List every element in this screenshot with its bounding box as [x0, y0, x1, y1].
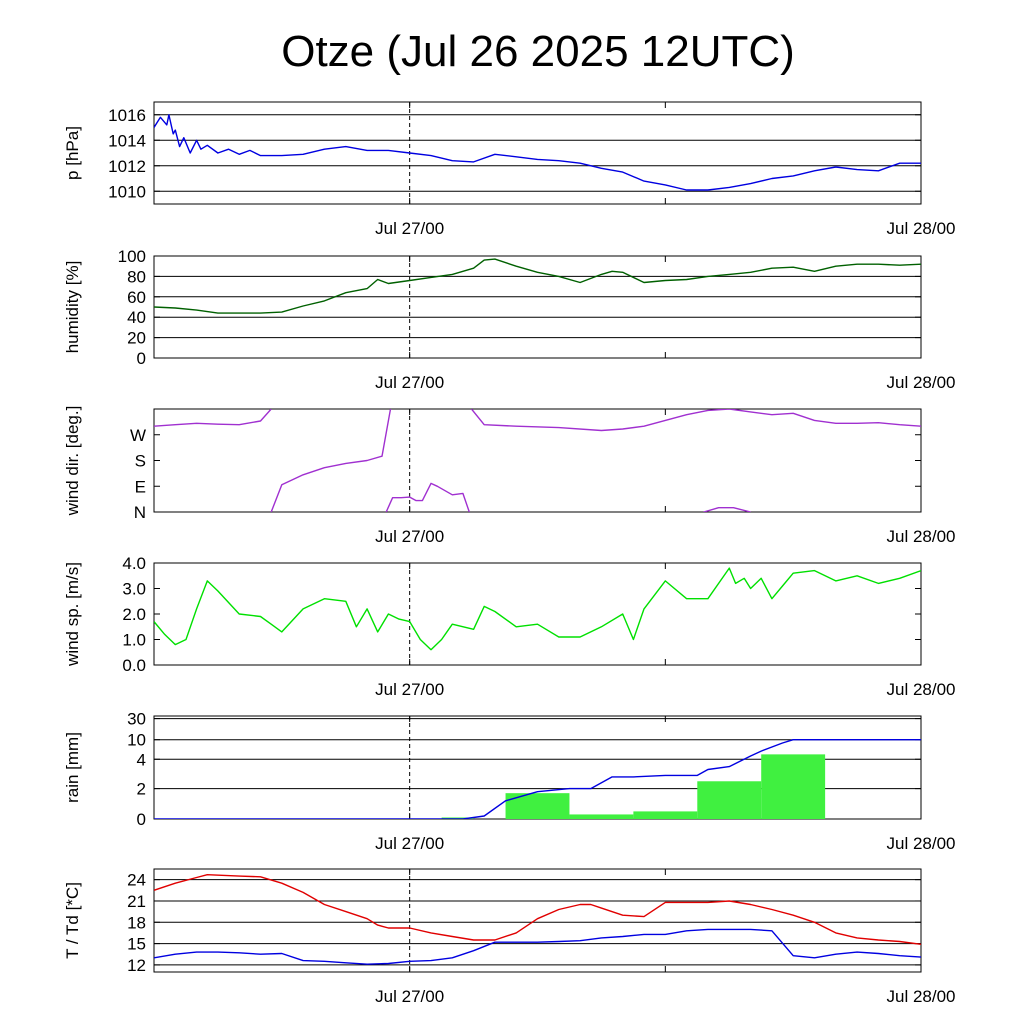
- y-tick-label: E: [135, 477, 146, 496]
- rain-bar: [569, 814, 634, 819]
- y-tick-label: 1012: [108, 157, 146, 176]
- plot-frame: [153, 101, 922, 205]
- y-tick-label: 2: [137, 780, 146, 799]
- plot-frame: [153, 868, 922, 973]
- y-tick-label: 24: [127, 871, 146, 890]
- y-tick-label: 10: [127, 731, 146, 750]
- y-tick-label: 3.0: [122, 580, 146, 599]
- y-tick-label: 4: [137, 750, 146, 769]
- y-tick-label: 12: [127, 956, 146, 975]
- y-tick-label: 1.0: [122, 631, 146, 650]
- rain-bar: [505, 793, 570, 819]
- plot-frame: [153, 562, 922, 666]
- y-tick-label: S: [135, 452, 146, 471]
- series-line-3: [470, 409, 921, 432]
- rain-bar: [441, 817, 474, 819]
- series-line-2: [385, 482, 470, 512]
- y-tick-label: 30: [127, 710, 146, 729]
- plot-frame: [153, 255, 922, 359]
- y-axis-label: humidity [%]: [63, 261, 82, 354]
- y-tick-label: 15: [127, 935, 146, 954]
- series-line-0: [154, 739, 921, 819]
- data-layer: [154, 114, 921, 191]
- panel-0: 1010 1012 1014 1016 Jul 27/00 Jul 28/00 p [hPa…: [63, 101, 956, 238]
- series-line-0: [154, 114, 921, 191]
- x-tick-label: Jul 27/00: [375, 219, 444, 238]
- series-line-0: [154, 409, 272, 427]
- panel-4: 0 2 410 30 Jul 27/00 Jul 28/00 rain [mm]: [63, 710, 956, 853]
- series-line-0: [154, 258, 921, 314]
- x-tick-label: Jul 28/00: [887, 987, 956, 1006]
- rain-bar: [761, 754, 826, 819]
- y-axis-label: wind sp. [m/s]: [63, 562, 82, 667]
- y-tick-label: W: [130, 426, 146, 445]
- y-tick-label: 2.0: [122, 605, 146, 624]
- series-line-4: [703, 507, 751, 512]
- series-line-0: [154, 567, 921, 651]
- x-tick-label: Jul 27/00: [375, 680, 444, 699]
- series-line-1: [154, 928, 921, 965]
- x-tick-label: Jul 27/00: [375, 527, 444, 546]
- y-tick-label: 4.0: [122, 554, 146, 573]
- chart-title: Otze (Jul 26 2025 12UTC): [281, 27, 795, 76]
- series-line-0: [154, 874, 921, 945]
- y-tick-label: 1014: [108, 131, 146, 150]
- plot-frame: [153, 408, 922, 513]
- y-axis-label: p [hPa]: [63, 126, 82, 180]
- x-tick-label: Jul 28/00: [887, 834, 956, 853]
- y-tick-label: 60: [127, 288, 146, 307]
- x-tick-label: Jul 27/00: [375, 373, 444, 392]
- rain-bar: [697, 781, 762, 819]
- data-layer: [154, 258, 921, 314]
- y-tick-label: 21: [127, 892, 146, 911]
- x-tick-label: Jul 28/00: [887, 527, 956, 546]
- y-tick-label: 80: [127, 267, 146, 286]
- x-tick-label: Jul 28/00: [887, 373, 956, 392]
- y-tick-label: 18: [127, 913, 146, 932]
- y-tick-label: 0: [137, 349, 146, 368]
- y-tick-label: 40: [127, 308, 146, 327]
- data-layer: [154, 409, 921, 512]
- panel-3: 0.0 1.0 2.0 3.0 4.0 Jul 27/00 Jul 28/00 wind sp…: [63, 554, 956, 699]
- panel-5: 12 15 18 21 24 Jul 27/00 Jul 28/00 T / Td [*C]: [63, 868, 956, 1006]
- y-tick-label: 100: [118, 247, 146, 266]
- data-layer: [154, 567, 921, 651]
- y-tick-label: N: [134, 503, 146, 522]
- y-tick-label: 0: [137, 810, 146, 829]
- data-layer: [154, 874, 921, 965]
- x-tick-label: Jul 28/00: [887, 680, 956, 699]
- x-tick-label: Jul 28/00: [887, 219, 956, 238]
- rain-bar: [633, 811, 698, 819]
- x-tick-label: Jul 27/00: [375, 834, 444, 853]
- x-tick-label: Jul 27/00: [375, 987, 444, 1006]
- y-tick-label: 1010: [108, 182, 146, 201]
- y-axis-label: wind dir. [deg.]: [63, 406, 82, 517]
- y-tick-label: 1016: [108, 106, 146, 125]
- y-tick-label: 0.0: [122, 656, 146, 675]
- y-tick-label: 20: [127, 329, 146, 348]
- data-layer: [154, 739, 921, 819]
- y-axis-label: rain [mm]: [63, 732, 82, 803]
- series-line-1: [270, 409, 392, 512]
- y-axis-label: T / Td [*C]: [63, 882, 82, 959]
